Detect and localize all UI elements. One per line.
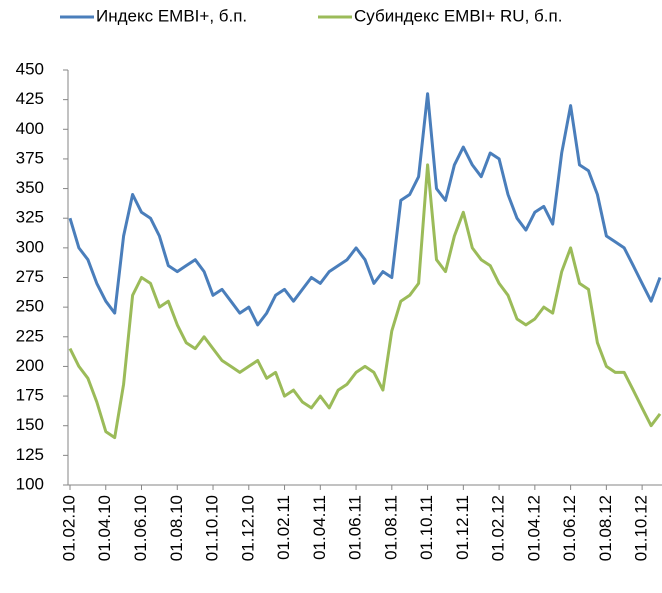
x-tick-label: 01.02.11 — [274, 495, 293, 560]
y-tick-label: 275 — [16, 267, 44, 286]
x-tick-label: 01.08.11 — [381, 495, 400, 560]
x-tick-label: 01.12.10 — [238, 495, 257, 561]
y-tick-label: 150 — [16, 415, 44, 434]
x-tick-label: 01.02.12 — [489, 495, 508, 561]
y-tick-label: 400 — [16, 119, 44, 138]
x-tick-label: 01.10.10 — [203, 495, 222, 561]
y-tick-label: 175 — [16, 386, 44, 405]
x-tick-label: 01.08.10 — [167, 495, 186, 561]
y-tick-label: 450 — [16, 59, 44, 78]
x-tick-label: 01.12.11 — [453, 495, 472, 560]
y-tick-label: 125 — [16, 445, 44, 464]
x-tick-label: 01.06.10 — [131, 495, 150, 561]
y-tick-label: 350 — [16, 178, 44, 197]
y-tick-label: 100 — [16, 474, 44, 493]
x-tick-label: 01.10.11 — [417, 495, 436, 560]
x-tick-label: 01.06.12 — [560, 495, 579, 561]
y-tick-label: 375 — [16, 148, 44, 167]
y-tick-label: 250 — [16, 297, 44, 316]
x-tick-label: 01.02.10 — [59, 495, 78, 561]
y-tick-label: 300 — [16, 237, 44, 256]
y-tick-label: 325 — [16, 208, 44, 227]
legend-label: Субиндекс EMBI+ RU, б.п. — [354, 6, 562, 25]
x-tick-label: 01.04.12 — [524, 495, 543, 561]
series-line — [68, 92, 662, 327]
x-tick-label: 01.10.12 — [632, 495, 651, 561]
x-tick-label: 01.04.10 — [95, 495, 114, 561]
x-tick-label: 01.04.11 — [310, 495, 329, 560]
legend-label: Индекс EMBI+, б.п. — [96, 6, 247, 25]
x-tick-label: 01.06.11 — [346, 495, 365, 560]
y-tick-label: 225 — [16, 326, 44, 345]
y-tick-label: 425 — [16, 89, 44, 108]
series-line — [68, 163, 662, 440]
y-tick-label: 200 — [16, 356, 44, 375]
x-tick-label: 01.08.12 — [596, 495, 615, 561]
